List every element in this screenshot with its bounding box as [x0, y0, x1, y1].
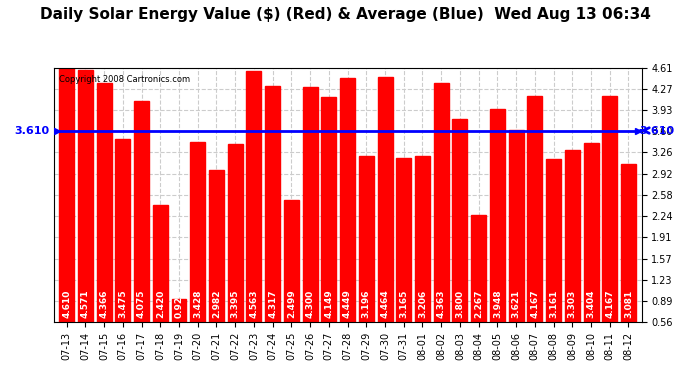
Bar [509, 130, 524, 357]
Bar [228, 144, 243, 357]
Bar [209, 170, 224, 357]
Bar [359, 156, 374, 357]
Bar [97, 83, 112, 357]
Bar [284, 200, 299, 357]
Text: 3.206: 3.206 [418, 290, 427, 318]
Text: 3.948: 3.948 [493, 290, 502, 318]
Text: 0.924: 0.924 [175, 290, 184, 318]
Bar [172, 299, 186, 357]
Text: 2.499: 2.499 [287, 290, 296, 318]
Text: 3.800: 3.800 [455, 290, 464, 318]
Bar [265, 86, 280, 357]
Bar [396, 158, 411, 357]
Text: 3.165: 3.165 [400, 290, 408, 318]
Text: 3.428: 3.428 [193, 290, 202, 318]
Bar [434, 83, 448, 357]
Text: 3.610: 3.610 [640, 126, 675, 135]
Text: Daily Solar Energy Value ($) (Red) & Average (Blue)  Wed Aug 13 06:34: Daily Solar Energy Value ($) (Red) & Ave… [39, 8, 651, 22]
Bar [546, 159, 561, 357]
Bar [340, 78, 355, 357]
Text: 4.363: 4.363 [437, 290, 446, 318]
Bar [303, 87, 317, 357]
Bar [621, 164, 636, 357]
Bar [453, 118, 467, 357]
Text: 2.267: 2.267 [474, 290, 483, 318]
Text: 2.420: 2.420 [156, 290, 165, 318]
Text: 4.075: 4.075 [137, 290, 146, 318]
Text: 4.149: 4.149 [324, 290, 333, 318]
Bar [471, 215, 486, 357]
Text: 4.449: 4.449 [343, 289, 352, 318]
Text: 3.196: 3.196 [362, 290, 371, 318]
Bar [190, 142, 205, 357]
Bar [602, 96, 618, 357]
Bar [322, 97, 336, 357]
Text: 4.563: 4.563 [249, 290, 259, 318]
Text: 4.167: 4.167 [605, 290, 614, 318]
Bar [565, 150, 580, 357]
Text: 4.300: 4.300 [306, 290, 315, 318]
Text: 3.081: 3.081 [624, 290, 633, 318]
Text: 3.475: 3.475 [118, 290, 128, 318]
Text: 4.167: 4.167 [531, 290, 540, 318]
Bar [115, 139, 130, 357]
Text: 3.621: 3.621 [511, 290, 520, 318]
Text: 4.464: 4.464 [380, 290, 390, 318]
Text: Copyright 2008 Cartronics.com: Copyright 2008 Cartronics.com [59, 75, 190, 84]
Bar [152, 205, 168, 357]
Bar [415, 156, 430, 357]
Bar [134, 101, 149, 357]
Text: 2.982: 2.982 [212, 290, 221, 318]
Bar [584, 143, 598, 357]
Bar [527, 96, 542, 357]
Text: 3.303: 3.303 [568, 290, 577, 318]
Bar [59, 68, 74, 357]
Text: 3.610: 3.610 [14, 126, 50, 135]
Bar [78, 70, 93, 357]
Text: 4.366: 4.366 [99, 290, 108, 318]
Text: 4.610: 4.610 [62, 290, 71, 318]
Text: 3.161: 3.161 [549, 290, 558, 318]
Bar [377, 77, 393, 357]
Text: 4.317: 4.317 [268, 290, 277, 318]
Bar [490, 109, 505, 357]
Text: 3.404: 3.404 [586, 290, 595, 318]
Text: 4.571: 4.571 [81, 290, 90, 318]
Text: 3.395: 3.395 [230, 290, 239, 318]
Bar [246, 71, 262, 357]
